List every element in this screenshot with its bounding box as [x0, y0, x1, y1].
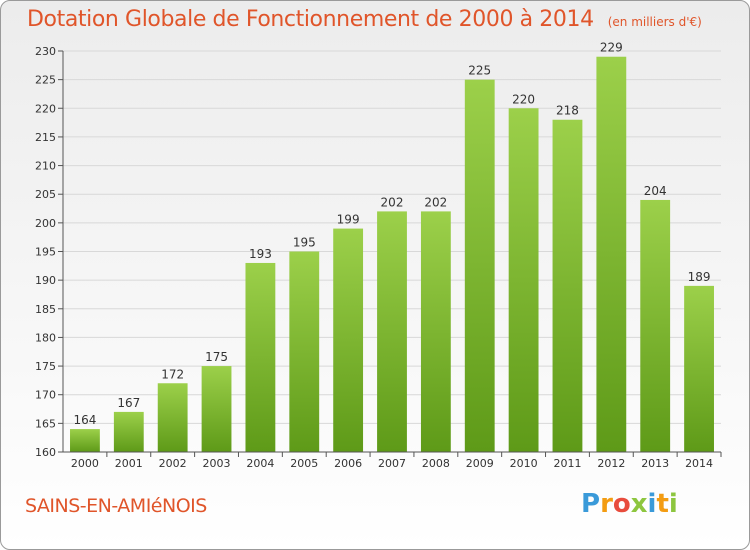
y-tick-label: 190 — [35, 274, 56, 287]
logo-letter: x — [630, 489, 648, 519]
y-tick-label: 210 — [35, 160, 56, 173]
bar — [245, 262, 276, 452]
axes: 160 165 170 175 180 185 190 195 200 205 210 215 220 2… — [35, 45, 722, 470]
proxiti-logo: Proxiti — [581, 489, 678, 519]
bar — [113, 411, 144, 452]
y-tick-label: 205 — [35, 188, 56, 201]
y-tick-label: 170 — [35, 389, 56, 402]
bar-value-label: 229 — [600, 41, 623, 55]
logo-letter: r — [600, 489, 613, 519]
y-tick-label: 195 — [35, 246, 56, 259]
y-tick-label: 225 — [35, 74, 56, 87]
y-tick-label: 230 — [35, 45, 56, 58]
bar — [70, 429, 100, 452]
chart-title: Dotation Globale de Fonctionnement de 20… — [27, 7, 702, 32]
bar — [596, 56, 627, 452]
x-tick-label: 2009 — [466, 457, 494, 470]
bar-value-label: 220 — [512, 92, 535, 106]
x-tick-label: 2006 — [334, 457, 362, 470]
bar — [640, 199, 671, 452]
bar-value-label: 195 — [293, 236, 316, 250]
x-tick-label: 2003 — [203, 457, 231, 470]
bar-value-label: 167 — [117, 396, 140, 410]
bar — [333, 228, 364, 452]
x-tick-label: 2012 — [597, 457, 625, 470]
x-tick-label: 2008 — [422, 457, 450, 470]
x-tick-label: 2002 — [159, 457, 187, 470]
y-tick-label: 165 — [35, 417, 56, 430]
bar-value-label: 202 — [381, 195, 404, 209]
y-tick-label: 175 — [35, 360, 56, 373]
bar — [464, 79, 495, 453]
y-tick-label: 220 — [35, 102, 56, 115]
bar — [508, 108, 539, 453]
bar-value-label: 199 — [337, 213, 360, 227]
bar-value-label: 189 — [688, 270, 711, 284]
y-tick-label: 200 — [35, 217, 56, 230]
labels: 164 167 172 175 193 195 199 202 202 225 220 218 229 2… — [73, 41, 710, 427]
bar — [201, 366, 232, 452]
y-tick-label: 160 — [35, 446, 56, 459]
bar — [289, 251, 320, 452]
x-tick-label: 2014 — [685, 457, 713, 470]
x-tick-label: 2000 — [71, 457, 99, 470]
bar-value-label: 204 — [644, 184, 667, 198]
bar-value-label: 175 — [205, 350, 228, 364]
x-tick-label: 2011 — [553, 457, 581, 470]
logo-letter: P — [581, 489, 601, 519]
bar — [684, 285, 714, 452]
y-tick-label: 185 — [35, 303, 56, 316]
logo-letter: o — [612, 489, 631, 519]
x-tick-label: 2010 — [510, 457, 538, 470]
bar — [157, 383, 188, 452]
bar — [377, 211, 407, 452]
bar-value-label: 172 — [161, 367, 184, 381]
x-tick-label: 2007 — [378, 457, 406, 470]
bar-value-label: 218 — [556, 104, 579, 118]
bar-value-label: 225 — [468, 64, 491, 78]
x-tick-label: 2005 — [290, 457, 318, 470]
logo-letter: t — [656, 489, 669, 519]
logo-letter: i — [668, 489, 678, 519]
x-tick-label: 2004 — [246, 457, 274, 470]
x-tick-label: 2001 — [115, 457, 143, 470]
bar — [420, 211, 451, 452]
commune-name: SAINS-EN-AMIéNOIS — [25, 495, 207, 517]
y-tick-label: 215 — [35, 131, 56, 144]
y-tick-label: 180 — [35, 331, 56, 344]
bar — [552, 119, 583, 452]
chart-unit: (en milliers d'€) — [607, 15, 702, 29]
bar-value-label: 164 — [73, 413, 96, 427]
x-tick-label: 2013 — [641, 457, 669, 470]
bar-value-label: 202 — [424, 195, 447, 209]
bars — [70, 56, 714, 453]
bar-value-label: 193 — [249, 247, 272, 261]
logo-letter: i — [647, 489, 657, 519]
